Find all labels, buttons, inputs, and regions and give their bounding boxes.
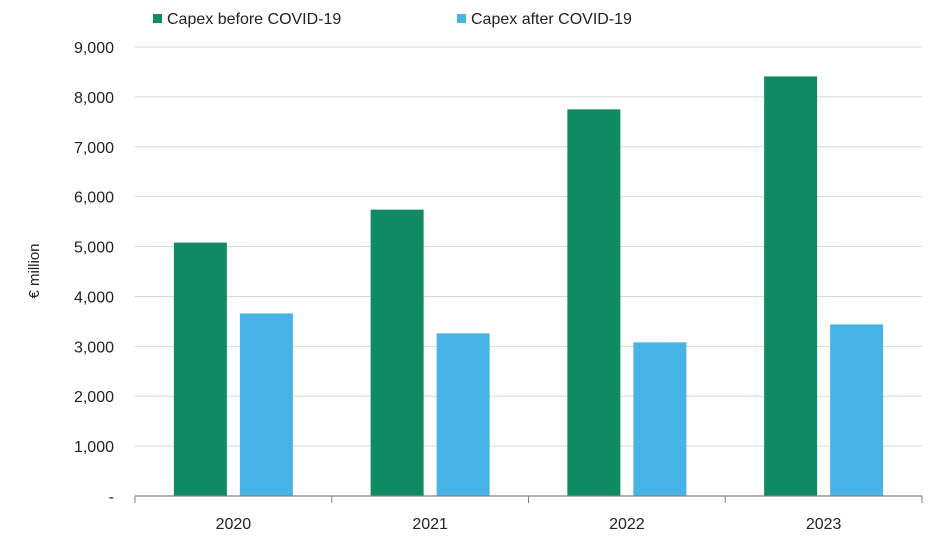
x-tick-label: 2021 — [412, 516, 448, 533]
y-tick-label: 7,000 — [74, 140, 114, 157]
bar-2022-series-1 — [567, 109, 621, 496]
bar-2022-series-2 — [633, 342, 687, 496]
x-tick-label: 2022 — [609, 516, 645, 533]
y-tick-label: 4,000 — [74, 289, 114, 306]
y-tick-label: 2,000 — [74, 389, 114, 406]
x-tick-label: 2020 — [216, 516, 252, 533]
legend-label: Capex after COVID-19 — [471, 11, 632, 28]
bar-2020-series-1 — [173, 242, 227, 496]
bar-2021-series-2 — [436, 333, 490, 496]
y-tick-label: 5,000 — [74, 240, 114, 257]
x-tick-label: 2023 — [806, 516, 842, 533]
legend-swatch — [153, 14, 162, 23]
y-axis-label: € million — [26, 243, 43, 298]
bars — [173, 76, 884, 497]
y-tick-label: 8,000 — [74, 90, 114, 107]
y-tick-label: 6,000 — [74, 190, 114, 207]
legend-label: Capex before COVID-19 — [167, 11, 341, 28]
bar-2023-series-2 — [830, 324, 884, 496]
axes: - 1,000 2,000 3,000 4,000 5,000 6,000 7,000 8,00… — [74, 40, 923, 533]
bar-2020-series-2 — [239, 313, 293, 496]
y-tick-label: 1,000 — [74, 439, 114, 456]
bar-2023-series-1 — [764, 76, 818, 496]
y-tick-label: 3,000 — [74, 339, 114, 356]
y-tick-label: 9,000 — [74, 40, 114, 57]
legend-swatch — [457, 14, 466, 23]
bar-2021-series-1 — [370, 209, 424, 497]
y-tick-label: - — [109, 489, 114, 506]
legend: Capex before COVID-19 Capex after COVID-1… — [153, 11, 632, 28]
